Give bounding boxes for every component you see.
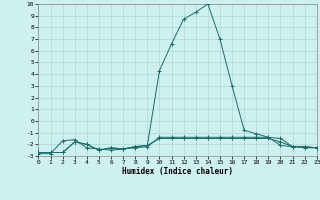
X-axis label: Humidex (Indice chaleur): Humidex (Indice chaleur) — [122, 167, 233, 176]
